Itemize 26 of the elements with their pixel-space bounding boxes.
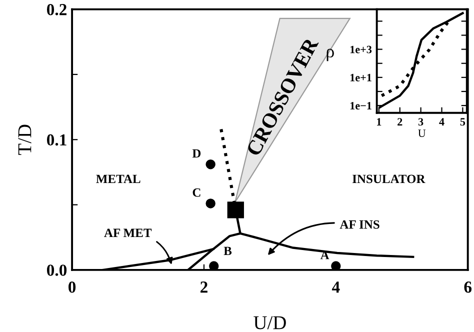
y-tick-label: 0.1 [46,134,66,146]
x-tick-label: 6 [464,282,472,293]
annotation: METAL [96,174,140,184]
x-tick-label: 3 [418,118,424,126]
annotation: C [192,188,200,197]
y-tick-label: 0.0 [46,264,67,276]
y-tick-label: 1e−1 [350,102,372,110]
annotation: AF INS [340,220,380,229]
x-axis-title: U [418,130,426,138]
annotation: INSULATOR [352,174,426,184]
y-tick-label: 1e+1 [350,74,372,82]
x-axis-title: U/D [254,316,286,330]
annotation: B [224,246,232,256]
x-tick-label: 1 [377,118,382,126]
x-tick-label: 5 [460,118,466,126]
x-tick-label: 4 [332,282,340,293]
y-tick-label: 1e+3 [350,46,372,54]
y-axis-title: T/D [18,124,32,155]
y-tick-label: 0.2 [46,4,66,16]
y-axis-title: ρ [326,48,334,62]
x-tick-label: 2 [398,118,402,126]
annotation: AF MET [104,228,152,237]
x-tick-label: 4 [439,118,444,126]
annotation: D [192,149,201,158]
x-tick-label: 0 [68,282,76,293]
x-tick-label: 2 [200,282,208,293]
